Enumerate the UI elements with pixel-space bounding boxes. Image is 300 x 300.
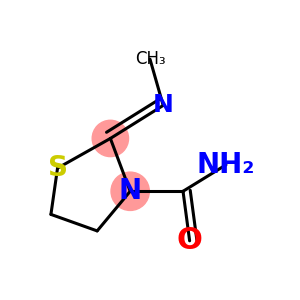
- Text: N: N: [118, 177, 142, 205]
- Text: O: O: [177, 226, 202, 255]
- Text: NH₂: NH₂: [197, 151, 255, 179]
- Circle shape: [111, 172, 149, 210]
- Circle shape: [92, 120, 128, 157]
- Text: N: N: [153, 93, 174, 117]
- Text: CH₃: CH₃: [135, 50, 165, 68]
- Text: S: S: [47, 154, 68, 182]
